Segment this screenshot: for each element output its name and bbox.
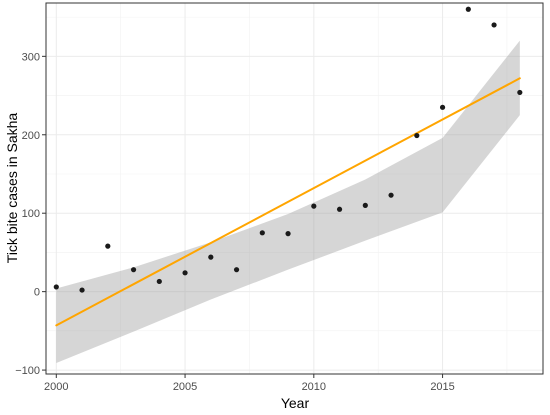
data-point	[208, 254, 214, 260]
data-point	[388, 192, 394, 198]
data-point	[414, 132, 420, 139]
y-tick-label: 300	[22, 51, 40, 63]
x-tick-label: 2010	[302, 381, 326, 393]
y-axis-title: Tick bite cases in Sakha	[4, 113, 20, 264]
data-point	[439, 104, 446, 110]
y-tick-label: 0	[34, 287, 40, 299]
data-point	[465, 6, 471, 12]
data-point	[79, 287, 85, 293]
data-point	[491, 22, 497, 28]
x-axis-title: Year	[281, 395, 310, 411]
y-tick-label: −100	[15, 365, 40, 377]
data-point	[182, 270, 188, 276]
y-tick-label: 100	[22, 208, 40, 220]
y-tick-label: 200	[22, 130, 40, 142]
plot-panel-border	[45, 2, 544, 375]
data-point	[362, 202, 368, 208]
data-point	[156, 278, 162, 285]
confidence-band	[56, 40, 520, 364]
data-point	[259, 230, 265, 236]
data-point	[517, 89, 523, 96]
data-point	[105, 243, 111, 249]
x-tick-label: 2000	[44, 381, 68, 393]
data-point	[336, 206, 343, 212]
data-point	[233, 267, 240, 273]
data-point	[130, 267, 137, 273]
x-tick-label: 2005	[173, 381, 197, 393]
x-tick-label: 2015	[430, 381, 454, 393]
trend-line	[55, 77, 521, 327]
data-point	[285, 231, 291, 237]
data-point	[311, 203, 317, 209]
data-point	[53, 284, 59, 290]
